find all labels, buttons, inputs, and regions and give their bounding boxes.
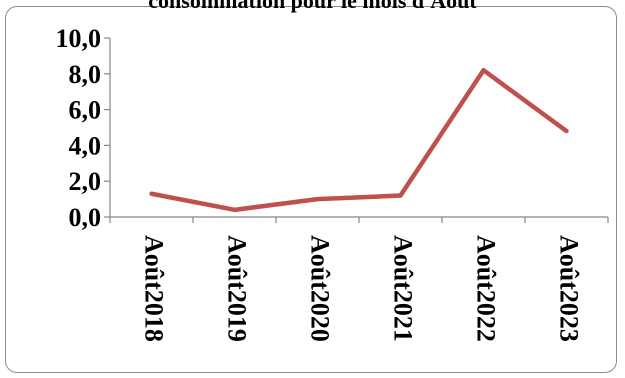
- x-axis-labels: Août2018 Août2019 Août2020 Août2021 Août2022…: [109, 217, 609, 342]
- y-tick-label: 8,0: [69, 60, 102, 89]
- x-tick-label: Août2023: [555, 235, 584, 342]
- data-point: [149, 191, 154, 196]
- data-point: [481, 68, 486, 73]
- y-axis-ticks: 0,0 2,0 4,0 6,0 8,0 10,0: [56, 24, 110, 232]
- x-tick-label: Août2022: [472, 235, 501, 342]
- data-point: [232, 207, 237, 213]
- axes: [109, 38, 608, 218]
- y-tick-label: 2,0: [69, 167, 102, 196]
- data-point: [564, 128, 569, 134]
- data-point: [398, 193, 403, 198]
- y-tick-label: 0,0: [69, 203, 102, 232]
- y-tick-label: 4,0: [69, 131, 102, 160]
- chart-title: consommation pour le mois d'Août: [148, 0, 477, 13]
- series-group: [149, 67, 569, 213]
- x-tick-label: Août2020: [306, 235, 335, 342]
- series-line: [151, 67, 568, 213]
- x-tick-label: Août2019: [223, 235, 252, 342]
- x-tick-label: Août2021: [389, 235, 418, 342]
- x-tick-label: Août2018: [140, 235, 169, 342]
- data-point: [315, 196, 320, 202]
- y-tick-label: 10,0: [56, 24, 102, 53]
- y-tick-label: 6,0: [69, 96, 102, 125]
- chart-frame: [5, 6, 617, 373]
